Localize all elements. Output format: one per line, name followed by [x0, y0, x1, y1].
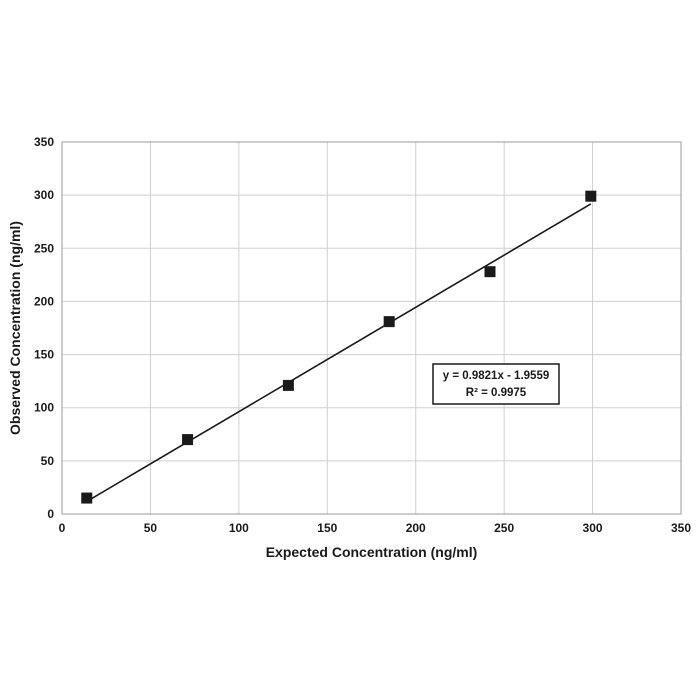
- x-tick-label: 300: [583, 521, 603, 535]
- x-tick-label: 0: [59, 521, 66, 535]
- y-tick-label: 50: [41, 454, 55, 468]
- y-tick-label: 350: [34, 135, 54, 149]
- y-tick-label: 150: [34, 348, 54, 362]
- data-points: [81, 190, 597, 504]
- trendline-equation: y = 0.9821x - 1.9559: [443, 370, 549, 382]
- x-tick-label: 100: [229, 521, 249, 535]
- r-squared-value: R² = 0.9975: [466, 387, 527, 399]
- data-point: [282, 379, 294, 391]
- trendline: [86, 203, 592, 503]
- y-tick-label: 0: [47, 507, 54, 521]
- plot-area-border: [61, 141, 682, 515]
- data-point: [383, 316, 395, 328]
- x-tick-label: 150: [317, 521, 337, 535]
- y-tick-label: 200: [34, 294, 54, 308]
- x-tick-label: 350: [671, 521, 691, 535]
- equation-box-frame: [432, 363, 560, 405]
- x-axis-tick-labels: 0 50 100 150 200 250 300 350: [59, 521, 692, 535]
- grid-lines: [62, 142, 681, 514]
- y-axis-title: Observed Concentration (ng/ml): [7, 221, 23, 435]
- data-point: [81, 492, 93, 504]
- y-tick-label: 250: [34, 241, 54, 255]
- x-tick-label: 200: [406, 521, 426, 535]
- y-tick-label: 100: [34, 401, 54, 415]
- y-axis-tick-labels: 0 50 100 150 200 250 300 350: [34, 135, 54, 521]
- data-point: [585, 190, 597, 202]
- y-tick-label: 300: [34, 188, 54, 202]
- equation-box: y = 0.9821x - 1.9559 R² = 0.9975: [432, 363, 560, 405]
- x-tick-label: 250: [494, 521, 514, 535]
- x-tick-label: 50: [144, 521, 158, 535]
- data-point: [182, 434, 194, 446]
- data-point: [484, 266, 496, 278]
- x-axis-title: Expected Concentration (ng/ml): [266, 544, 478, 560]
